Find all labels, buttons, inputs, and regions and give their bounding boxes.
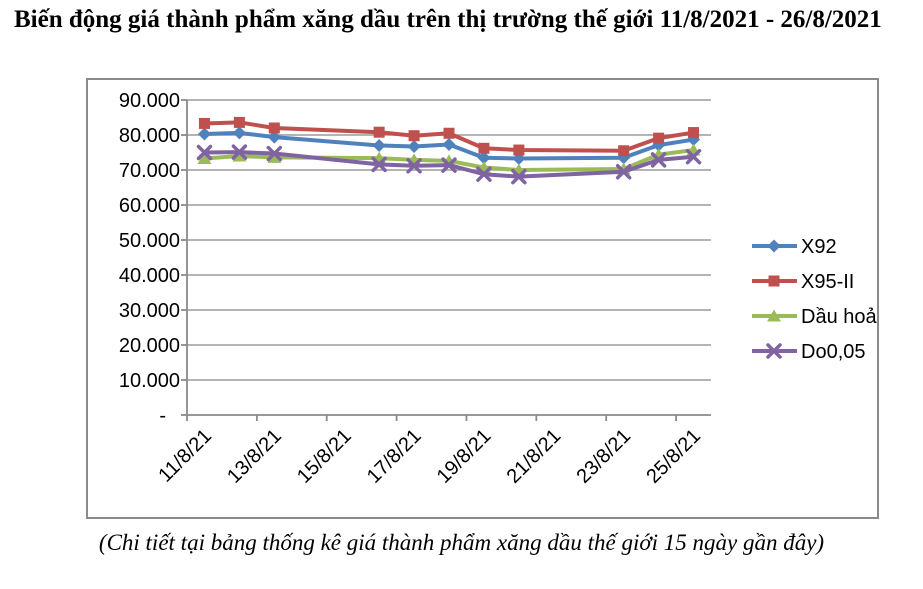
legend-label: Dầu hoả	[801, 306, 877, 328]
page-footer-note: (Chi tiết tại bảng thống kê giá thành ph…	[98, 530, 825, 555]
x-tick-label: 13/8/21	[223, 425, 286, 488]
y-tick-label: 80.000	[119, 125, 180, 147]
y-tick-label: 40.000	[119, 265, 180, 287]
x-tick-label: 23/8/21	[572, 425, 635, 488]
y-axis-labels: 90.000 80.000 70.000 60.000 50.000 40.000 30.0…	[119, 90, 180, 427]
y-tick-label: 50.000	[119, 230, 180, 252]
page-title: Biến động giá thành phẩm xăng dầu trên t…	[14, 6, 882, 33]
legend-label: X95-II	[801, 271, 854, 293]
series-Do0,05	[196, 144, 702, 185]
y-tick-label: 70.000	[119, 160, 180, 182]
chart-frame: 90.000 80.000 70.000 60.000 50.000 40.000 30.0…	[86, 78, 879, 519]
y-tick-label: 10.000	[119, 370, 180, 392]
axes	[181, 99, 711, 421]
legend-item-Do0,05: Do0,05	[752, 341, 866, 363]
x-tick-label: 25/8/21	[642, 425, 705, 488]
legend-label: Do0,05	[801, 341, 866, 363]
x-tick-label: 19/8/21	[433, 425, 496, 488]
legend: X92 X95-II Dầu hoả Do0,05	[752, 236, 877, 363]
x-tick-label: 15/8/21	[293, 425, 356, 488]
legend-item-X95-II: X95-II	[752, 271, 854, 293]
x-tick-label: 21/8/21	[503, 425, 566, 488]
y-tick-label: 20.000	[119, 335, 180, 357]
y-tick-label: -	[159, 405, 166, 427]
legend-item-X92: X92	[752, 236, 837, 258]
legend-item-Dầu hoả: Dầu hoả	[752, 306, 877, 328]
series-X92	[197, 126, 701, 165]
x-tick-label: 11/8/21	[154, 425, 216, 487]
series-X95-II	[198, 116, 700, 157]
x-axis-labels: 11/8/21 13/8/21 15/8/21 17/8/21 19/8/21 21/8/…	[154, 425, 705, 488]
y-tick-label: 90.000	[119, 90, 180, 112]
legend-label: X92	[801, 236, 837, 258]
y-tick-label: 60.000	[119, 195, 180, 217]
y-tick-label: 30.000	[119, 300, 180, 322]
x-tick-label: 17/8/21	[363, 425, 426, 488]
chart-svg: 90.000 80.000 70.000 60.000 50.000 40.000 30.0…	[119, 90, 877, 488]
